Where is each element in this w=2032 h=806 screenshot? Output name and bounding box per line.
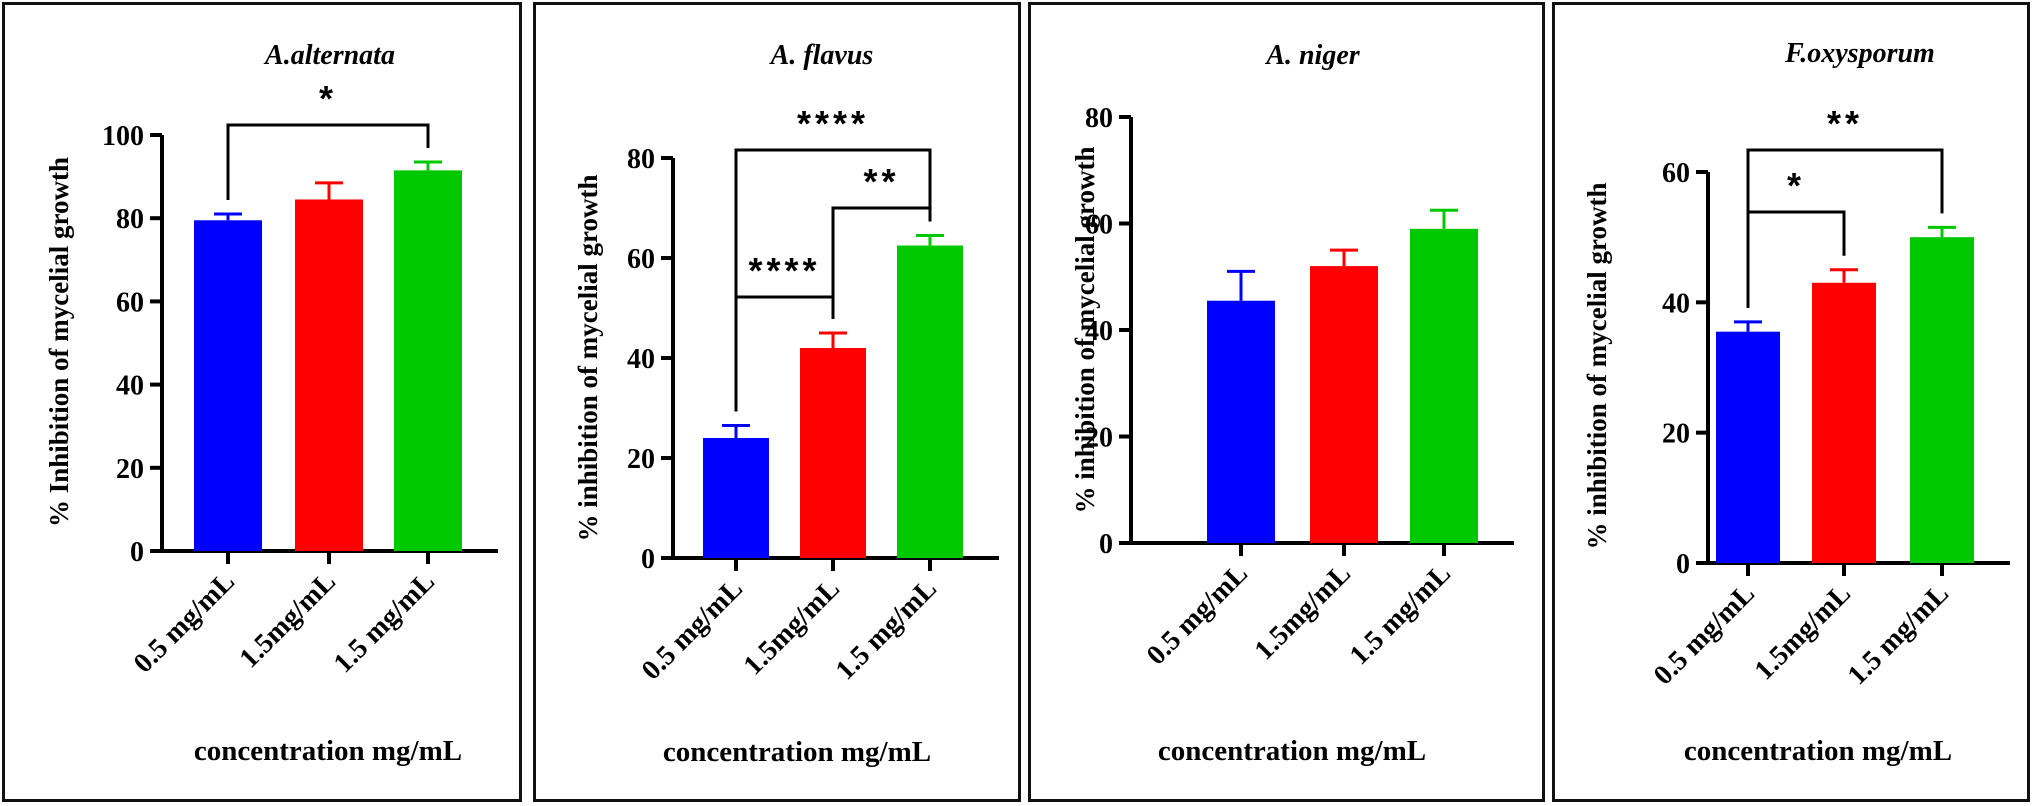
chart2-y-tick-label: 20 xyxy=(627,444,655,475)
chart4-significance-label: ** xyxy=(1827,103,1863,144)
chart4-bar xyxy=(1716,331,1780,563)
chart3-bar xyxy=(1410,228,1478,543)
chart4-x-axis-label: concentration mg/mL xyxy=(1684,735,1952,767)
chart1-bar xyxy=(394,170,462,552)
chart3-title: A. niger xyxy=(1264,40,1360,71)
chart2-significance-bracket xyxy=(734,148,932,412)
chart4-y-tick-label: 40 xyxy=(1662,288,1690,319)
chart3-y-axis-label: % inhibition of mycelial growth xyxy=(1070,146,1100,513)
chart1-y-axis-label: % Inhibition of mycelial growth xyxy=(44,157,74,527)
chart3-y-tick-label: 80 xyxy=(1085,103,1113,134)
chart3-bar xyxy=(1207,300,1275,543)
chart4-bar xyxy=(1910,237,1974,563)
chart2-bar xyxy=(800,348,866,558)
chart4-bar xyxy=(1812,282,1876,563)
chart4-category-label: 1.5mg/mL xyxy=(1749,578,1857,686)
chart4-significance-bracket xyxy=(1746,148,1944,308)
chart1-y-tick-label: 80 xyxy=(116,204,144,235)
chart1-title: A.alternata xyxy=(263,40,395,71)
chart2-y-tick-label: 80 xyxy=(627,144,655,175)
chart3-category-label: 1.5mg/mL xyxy=(1249,558,1357,666)
chart1-x-axis-label: concentration mg/mL xyxy=(194,735,462,767)
chart2-x-axis-label: concentration mg/mL xyxy=(663,736,931,768)
chart3-y-tick-label: 0 xyxy=(1099,529,1113,560)
chart2-bar xyxy=(897,245,963,558)
chart1-category-label: 1.5 mg/mL xyxy=(328,566,441,679)
chart2-y-tick-label: 40 xyxy=(627,344,655,375)
chart1-y-tick-label: 60 xyxy=(116,287,144,318)
chart4-title: F.oxysporum xyxy=(1784,38,1935,69)
chart4-y-tick-label: 20 xyxy=(1662,419,1690,450)
chart1-bar xyxy=(194,220,262,551)
chart1-significance-bracket xyxy=(226,123,430,201)
chart2-category-label: 0.5 mg/mL xyxy=(636,573,749,686)
chart1-y-tick-label: 100 xyxy=(102,121,144,152)
chart1-significance-label: * xyxy=(319,78,337,119)
chart3-y-tick-label: 60 xyxy=(1085,210,1113,241)
chart1-y-tick-label: 20 xyxy=(116,454,144,485)
chart1-category-label: 1.5mg/mL xyxy=(234,566,342,674)
chart1-bar xyxy=(295,199,363,552)
chart1-y-tick-label: 0 xyxy=(130,537,144,568)
chart2-significance-label: ** xyxy=(863,161,899,202)
chart1-category-label: 0.5 mg/mL xyxy=(128,566,241,679)
chart2-bar xyxy=(703,438,769,558)
chart2-y-tick-label: 0 xyxy=(641,544,655,575)
chart2-y-axis-label: % inhibition of mycelial growth xyxy=(573,174,603,541)
chart4-category-label: 0.5 mg/mL xyxy=(1648,578,1761,691)
chart3-bar xyxy=(1310,266,1378,543)
chart2-title: A. flavus xyxy=(769,40,874,71)
chart2-significance-label: **** xyxy=(748,250,820,291)
chart4-y-axis-label: % inhibition of mycelial growth xyxy=(1582,182,1612,549)
chart4-significance-label: * xyxy=(1787,165,1805,206)
chart3-x-axis-label: concentration mg/mL xyxy=(1158,735,1426,767)
chart1-y-tick-label: 40 xyxy=(116,371,144,402)
chart3-category-label: 1.5 mg/mL xyxy=(1344,558,1457,671)
chart2-category-label: 1.5 mg/mL xyxy=(830,573,943,686)
chart4-y-tick-label: 0 xyxy=(1676,549,1690,580)
chart3-y-tick-label: 20 xyxy=(1085,423,1113,454)
chart4-y-tick-label: 60 xyxy=(1662,158,1690,189)
chart3-category-label: 0.5 mg/mL xyxy=(1141,558,1254,671)
chart2-significance-label: **** xyxy=(797,103,869,144)
chart2-y-tick-label: 60 xyxy=(627,244,655,275)
chart4-category-label: 1.5 mg/mL xyxy=(1842,578,1955,691)
chart3-y-tick-label: 40 xyxy=(1085,316,1113,347)
